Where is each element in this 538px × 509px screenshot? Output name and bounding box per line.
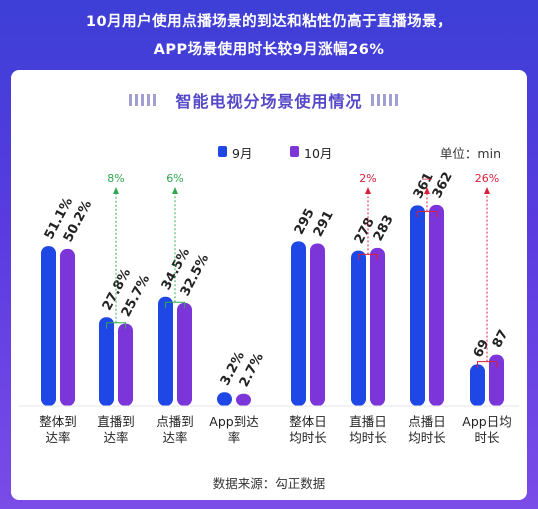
change-label-7: 26% [475, 172, 499, 185]
category-label-3-1: 率 [228, 430, 241, 445]
change-label-6: — [422, 172, 433, 185]
category-label-2-0: 点播到 [156, 414, 194, 429]
category-label-3-0: App到达 [209, 414, 259, 429]
category-label-7-0: App日均 [462, 414, 511, 429]
data-source: 数据来源：勾正数据 [212, 476, 326, 491]
card-title: 智能电视分场景使用情况 [175, 92, 363, 111]
bar-9-7 [470, 364, 485, 406]
data-label-10-6: 362 [430, 170, 456, 201]
change-bracket-1 [106, 322, 126, 329]
category-label-1-0: 直播到 [97, 414, 135, 429]
chart-card: 智能电视分场景使用情况 9月 10月 单位：min 51.1% 50.2% 27.8… [11, 70, 527, 500]
header-banner: 10月用户使用点播场景的到达和粘性仍高于直播场景， APP场景使用时长较9月涨幅… [0, 0, 538, 70]
legend-swatch-9 [218, 146, 227, 157]
bar-10-6 [429, 204, 444, 406]
bar-10-1 [118, 323, 133, 406]
bar-9-4 [291, 241, 306, 406]
change-label-5: 2% [359, 172, 376, 185]
legend: 9月 10月 [11, 143, 527, 161]
category-label-7-1: 时长 [474, 430, 500, 445]
change-label-1: 8% [107, 172, 124, 185]
bar-10-0 [60, 248, 75, 406]
data-label-10-7: 87 [490, 327, 512, 350]
bar-10-2 [177, 302, 192, 406]
category-label-0-0: 整体到 [39, 414, 77, 429]
category-label-6-0: 点播日 [408, 414, 446, 429]
legend-swatch-10 [290, 146, 299, 157]
category-label-6-1: 均时长 [408, 430, 446, 445]
bar-9-3 [217, 392, 232, 406]
bar-9-5 [351, 250, 366, 406]
bar-9-6 [410, 205, 425, 406]
bar-10-5 [370, 247, 385, 406]
bar-10-4 [310, 243, 325, 406]
change-arrowhead-7 [484, 187, 490, 194]
category-label-5-1: 均时长 [349, 430, 387, 445]
change-arrowhead-5 [365, 187, 371, 194]
bar-9-2 [158, 296, 173, 406]
legend-label-9: 9月 [232, 146, 253, 161]
category-label-5-0: 直播日 [349, 414, 387, 429]
category-label-2-1: 达率 [162, 430, 187, 445]
change-arrowhead-2 [172, 187, 178, 194]
category-label-4-1: 均时长 [289, 430, 327, 445]
unit-label: 单位：min [439, 146, 501, 161]
category-label-0-1: 达率 [45, 430, 70, 445]
bar-10-7 [489, 354, 504, 406]
bar-10-3 [236, 393, 251, 406]
change-label-2: 6% [166, 172, 183, 185]
change-arrowhead-1 [113, 187, 119, 194]
category-label-4-0: 整体日 [289, 414, 327, 429]
data-label-9-7: 69 [471, 337, 493, 360]
title-decoration-left [129, 91, 163, 106]
title-decoration-right [371, 91, 405, 106]
bar-9-1 [99, 317, 114, 406]
bar-9-0 [41, 246, 56, 406]
bar-chart: 51.1%50.2%27.8%25.7%34.5%32.5%3.2%2.7%29… [19, 170, 519, 445]
category-label-1-1: 达率 [103, 430, 128, 445]
headline-line-1: 10月用户使用点播场景的到达和粘性仍高于直播场景， [85, 14, 453, 30]
legend-label-10: 10月 [304, 146, 333, 161]
data-label-10-5: 283 [371, 213, 397, 244]
headline-line-2: APP场景使用时长较9月涨幅26% [153, 42, 385, 58]
change-arrowhead-6 [424, 187, 430, 194]
